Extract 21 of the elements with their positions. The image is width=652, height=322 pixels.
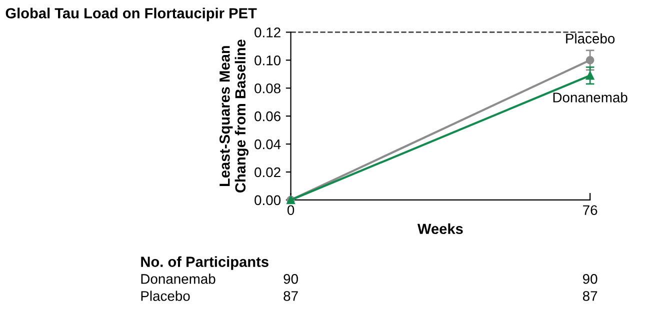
y-tick-label: 0.00	[254, 195, 281, 206]
text: Global Tau Load on Flortaucipir PET	[6, 8, 257, 22]
text: 87	[284, 291, 298, 301]
y-tick-label: 0.12	[254, 28, 280, 38]
series-label: Placebo	[566, 33, 615, 44]
series-label: Donanemab	[553, 92, 628, 102]
y-tick-label: 0.02	[254, 167, 280, 178]
text: 90	[582, 274, 598, 284]
x-tick-label: 0	[287, 205, 294, 216]
text: 87	[582, 291, 598, 301]
y-axis-title: Least-Squares Mean Change from Baseline	[220, 40, 248, 192]
y-tick-label: 0.06	[254, 111, 280, 122]
text: Placebo	[141, 290, 190, 301]
text: 90	[284, 274, 298, 284]
text: No. of Participants	[141, 256, 268, 270]
y-tick-label: 0.04	[254, 139, 281, 150]
y-tick-label: 0.10	[254, 55, 281, 66]
text: Donanemab	[141, 274, 216, 284]
x-tick-label: 76	[583, 205, 598, 216]
y-tick-label: 0.08	[254, 83, 280, 94]
x-axis-title: Weeks	[417, 223, 463, 234]
